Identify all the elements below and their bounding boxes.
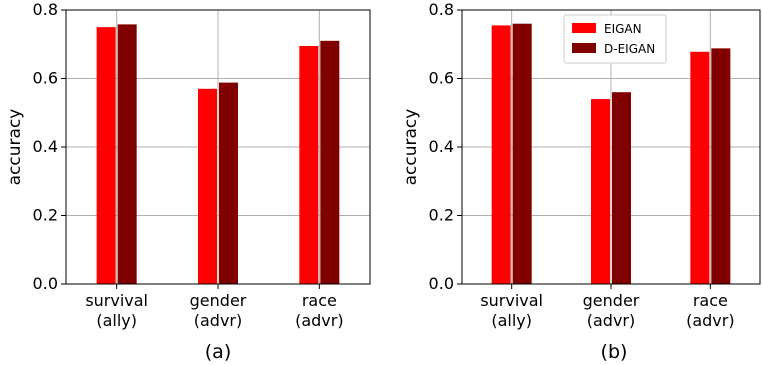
y-axis-label: accuracy [5,109,25,186]
x-tick-label: (advr) [295,311,344,330]
bar-d-eigan [711,48,731,284]
y-tick-label: 0.6 [33,69,58,88]
bar-d-eigan [219,82,238,284]
x-tick-label: (advr) [686,311,735,330]
bar-eigan [491,25,511,284]
panel-caption: (a) [205,341,231,363]
bar-eigan [198,88,217,285]
legend-label: D-EIGAN [604,42,655,56]
x-tick-label: (ally) [491,311,532,330]
bar-d-eigan [512,23,532,284]
x-tick-label: gender [583,291,640,310]
plot-frame [461,9,761,285]
panel-caption: (b) [601,341,628,363]
bar-eigan [299,45,319,285]
y-tick-label: 0.2 [429,206,454,225]
legend-swatch [572,43,596,53]
panel-a: 0.00.20.40.60.8survival(ally)gender(advr… [5,0,371,363]
y-tick-label: 0.4 [33,137,58,156]
bar-eigan [591,99,610,284]
plot-frame [65,9,371,285]
legend-swatch [572,23,596,33]
x-tick-label: race [693,291,728,310]
legend: EIGAN D-EIGAN [563,14,667,64]
x-tick-label: (advr) [587,311,636,330]
legend-label: EIGAN [604,22,642,36]
x-tick-label: survival [480,291,543,310]
y-tick-label: 0.6 [429,69,454,88]
y-axis-label: accuracy [401,109,421,186]
x-tick-label: race [302,291,337,310]
y-tick-label: 0.4 [429,137,454,156]
y-tick-label: 0.0 [33,274,58,293]
x-tick-label: gender [190,291,247,310]
bar-eigan [690,51,710,284]
x-tick-label: (advr) [194,311,243,330]
y-tick-label: 0.8 [429,0,454,19]
y-tick-label: 0.2 [33,206,58,225]
y-tick-label: 0.8 [33,0,58,19]
x-tick-label: (ally) [96,311,137,330]
x-tick-label: survival [85,291,148,310]
panel-b: 0.00.20.40.60.8survival(ally)gender(advr… [401,0,761,363]
bar-d-eigan [320,40,340,285]
bar-d-eigan [612,92,631,284]
bar-eigan [96,27,116,284]
y-tick-label: 0.0 [429,274,454,293]
bar-d-eigan [117,24,137,284]
